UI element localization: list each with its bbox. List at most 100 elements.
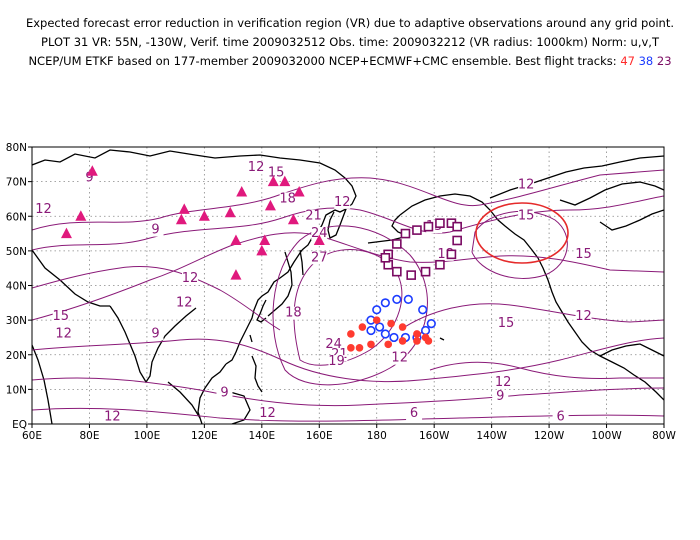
lat-label: 60N xyxy=(6,211,27,223)
contour-label-bg xyxy=(259,407,276,421)
contour-label: 12 xyxy=(55,326,72,341)
contour-label: 27 xyxy=(311,250,328,265)
contour-label-bg xyxy=(518,178,535,192)
contour-label-bg xyxy=(406,407,423,421)
contour-label-bg xyxy=(176,296,193,310)
observation-site-triangle xyxy=(236,186,248,197)
lat-label: 80N xyxy=(6,142,27,154)
contour-label: 12 xyxy=(575,309,592,324)
contour-label: 24 xyxy=(325,337,342,352)
lat-label: EQ xyxy=(12,419,27,431)
lon-label: 140E xyxy=(248,430,275,442)
observation-site-triangle xyxy=(264,199,276,211)
track-red-count: 47 xyxy=(620,54,635,68)
contour-label: 12 xyxy=(104,410,121,425)
lat-label: 30N xyxy=(6,315,27,327)
purple-track-point xyxy=(435,259,445,270)
lat-label: 50N xyxy=(6,246,27,258)
contour-label: 9 xyxy=(496,389,504,404)
contour-label-bg xyxy=(147,223,164,237)
blue-track-point xyxy=(380,329,390,339)
observation-site-triangle xyxy=(60,227,72,239)
contour-label: 12 xyxy=(35,202,52,217)
red-track-point xyxy=(347,330,355,338)
contour-label-bg xyxy=(285,306,302,320)
graticule xyxy=(32,147,664,424)
track-purple-count: 23 xyxy=(656,54,672,68)
contour-label-bg xyxy=(518,209,535,223)
header-line-2: PLOT 31 VR: 55N, -130W, Verif. time 2009… xyxy=(41,35,659,49)
contour-label: 18 xyxy=(285,306,302,321)
contour-label-bg xyxy=(35,202,52,216)
lon-label: 160W xyxy=(419,430,450,442)
contour-label: 9 xyxy=(151,326,159,341)
observation-site-triangle xyxy=(178,203,190,214)
lon-label: 120E xyxy=(191,430,218,442)
axis-labels: 60E 80E 100E 120E 140E 160E 180 160W 140W 120W 100… xyxy=(6,142,677,442)
contour-label-bg xyxy=(552,410,569,424)
observation-site-triangle xyxy=(86,165,98,176)
observation-site-triangle xyxy=(75,210,87,221)
observation-site-triangle xyxy=(230,269,242,280)
purple-track-point xyxy=(380,253,391,263)
contour-label: 12 xyxy=(182,271,199,286)
contour-label-bg xyxy=(52,310,69,324)
contour-label-bg xyxy=(248,161,265,175)
lon-label: 120W xyxy=(534,430,565,442)
contour-label-bg xyxy=(334,195,351,209)
observation-site-triangle xyxy=(313,234,325,245)
red-track-point xyxy=(347,344,355,352)
observation-sites xyxy=(60,165,325,280)
contour-label: 12 xyxy=(259,406,276,421)
observation-site-triangle xyxy=(259,234,271,245)
purple-track-point xyxy=(452,221,462,232)
contour-label-bg xyxy=(279,192,296,206)
track-blue-count: 38 xyxy=(638,54,654,68)
contour-label: 6 xyxy=(410,406,418,421)
contour-label: 15 xyxy=(52,309,69,324)
purple-track-point xyxy=(406,270,417,280)
contour-label-bg xyxy=(328,355,345,369)
contour-label-bg xyxy=(268,166,285,180)
contour-label: 12 xyxy=(248,160,265,175)
purple-track-point xyxy=(423,221,434,232)
purple-track xyxy=(380,218,462,280)
purple-track-point xyxy=(446,249,457,260)
lat-label: 10N xyxy=(6,384,27,396)
header-line-3-text: NCEP/UM ETKF based on 177-member 2009032… xyxy=(28,54,617,68)
contour-label-bg xyxy=(311,251,328,265)
lon-label: 100W xyxy=(591,430,622,442)
contour-label: 12 xyxy=(518,178,535,193)
lon-label: 100E xyxy=(134,430,161,442)
contour-label-bg xyxy=(492,389,509,403)
contour-label: 12 xyxy=(176,295,193,310)
blue-track-point xyxy=(403,294,413,304)
lon-label: 80W xyxy=(652,430,676,442)
verification-region-circle xyxy=(475,202,569,264)
contour-label-bg xyxy=(104,410,121,424)
contour-label: 18 xyxy=(279,191,296,206)
header-line-3: NCEP/UM ETKF based on 177-member 2009032… xyxy=(0,54,700,68)
contour-label: 21 xyxy=(305,209,322,224)
red-track-point xyxy=(387,319,395,328)
lon-label: 60E xyxy=(22,430,42,442)
purple-track-point xyxy=(420,266,431,277)
contour-label-bg xyxy=(575,310,592,324)
contour-label: 12 xyxy=(391,351,408,366)
contour-label: 9 xyxy=(85,171,93,186)
contour-label: 12 xyxy=(495,375,512,390)
contour-label-bg xyxy=(495,375,512,389)
contour-label-bg xyxy=(325,337,342,351)
contour-label: 15 xyxy=(268,165,285,180)
contour-label: 19 xyxy=(328,354,345,369)
contour-label: 15 xyxy=(518,209,535,224)
lon-label: 160E xyxy=(306,430,333,442)
lat-label: 20N xyxy=(6,350,27,362)
contour-label: 24 xyxy=(311,226,328,241)
contour-label: 15 xyxy=(498,316,515,331)
lat-label: 70N xyxy=(6,177,27,189)
red-track-point xyxy=(372,316,381,324)
contour-label-bg xyxy=(391,351,408,365)
